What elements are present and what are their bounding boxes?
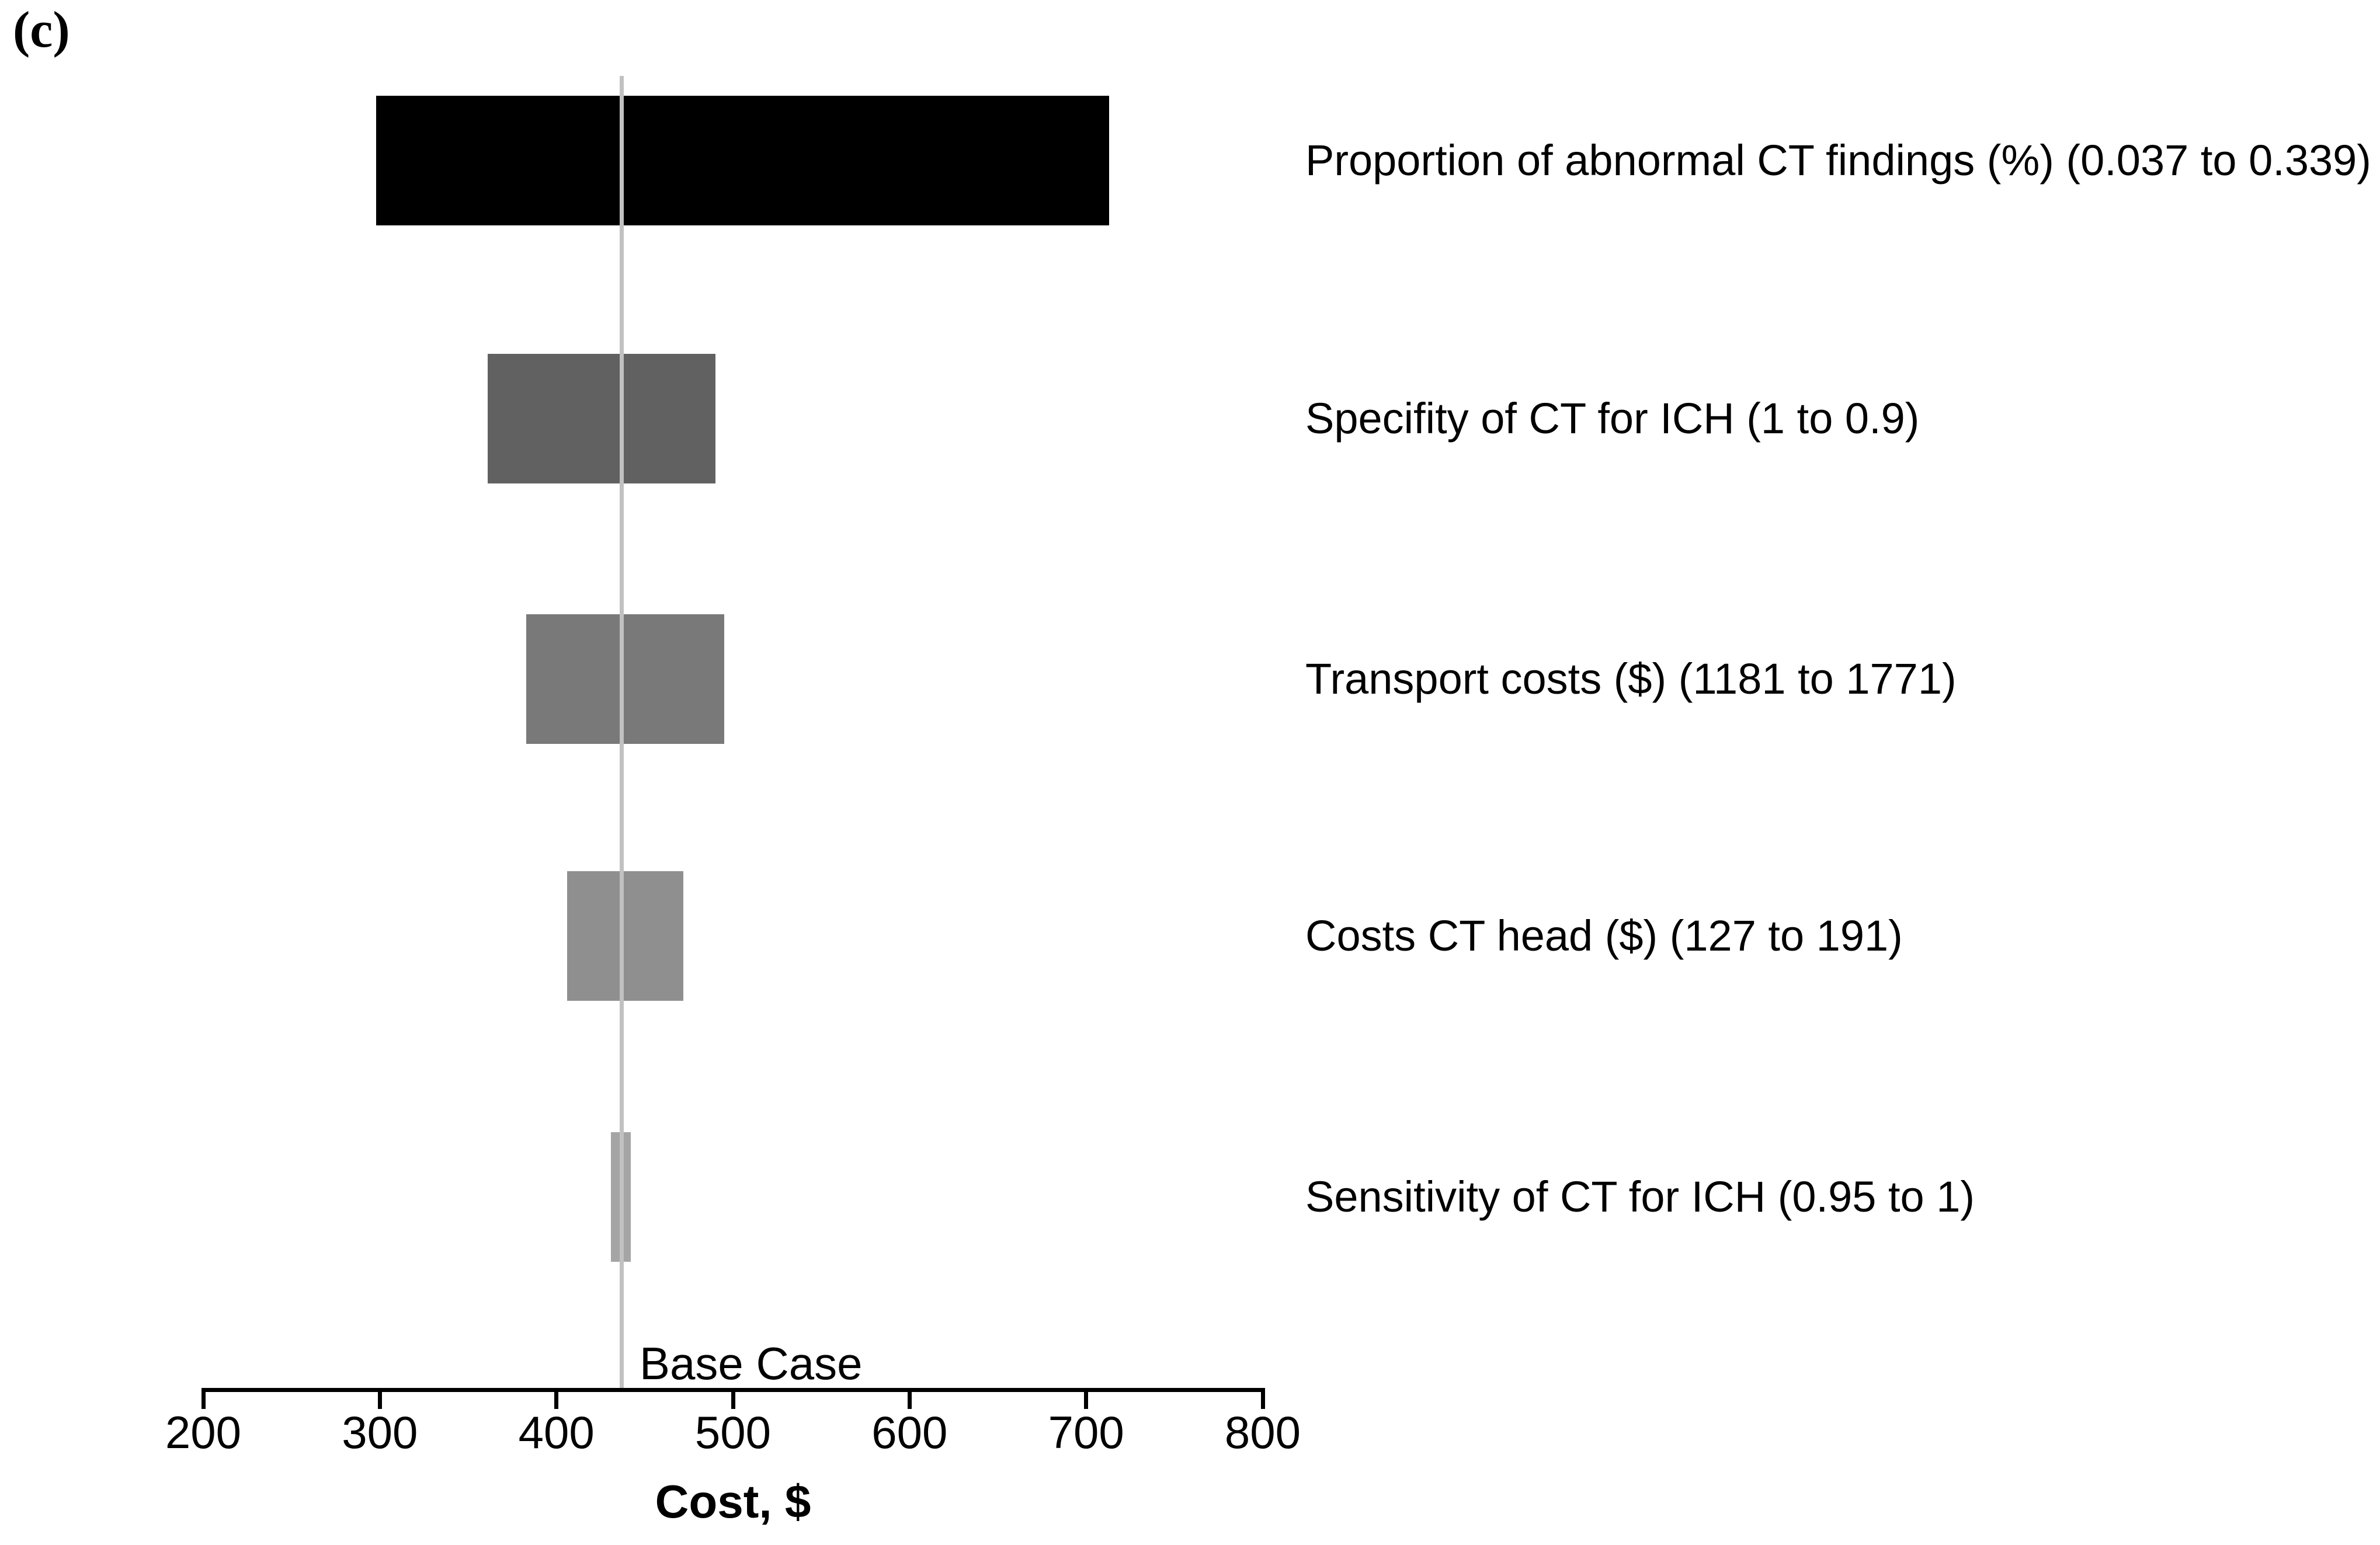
x-axis-tick-200: [201, 1388, 206, 1409]
x-axis-tick-400: [554, 1388, 559, 1409]
bar-label-4: Costs CT head ($) (127 to 191): [1305, 911, 1903, 960]
x-axis-tick-700: [1084, 1388, 1089, 1409]
tornado-bar-3: [526, 614, 724, 744]
bar-label-1: Proportion of abnormal CT findings (%) (…: [1305, 136, 2371, 185]
x-axis-title: Cost, $: [655, 1476, 811, 1527]
x-axis-tick-300: [377, 1388, 382, 1409]
bar-label-3: Transport costs ($) (1181 to 1771): [1305, 655, 1957, 703]
tornado-bar-2: [487, 354, 715, 483]
x-axis-tick-800: [1260, 1388, 1265, 1409]
x-axis-tick-label-800: 800: [1224, 1407, 1301, 1458]
x-axis-tick-label-500: 500: [694, 1407, 772, 1458]
tornado-bar-4: [567, 871, 684, 1001]
x-axis-tick-500: [731, 1388, 735, 1409]
bar-label-5: Sensitivity of CT for ICH (0.95 to 1): [1305, 1172, 1975, 1221]
x-axis-tick-label-200: 200: [165, 1407, 242, 1458]
bar-label-2: Specifity of CT for ICH (1 to 0.9): [1305, 394, 1920, 443]
base-case-line: [620, 76, 624, 1388]
panel-label: (c): [13, 2, 70, 58]
x-axis-tick-label-700: 700: [1048, 1407, 1124, 1458]
x-axis-tick-label-300: 300: [342, 1407, 418, 1458]
x-axis-tick-label-600: 600: [871, 1407, 948, 1458]
tornado-bar-1: [376, 96, 1109, 225]
x-axis-tick-label-400: 400: [518, 1407, 595, 1458]
x-axis-tick-600: [907, 1388, 912, 1409]
base-case-label: Base Case: [640, 1338, 863, 1389]
